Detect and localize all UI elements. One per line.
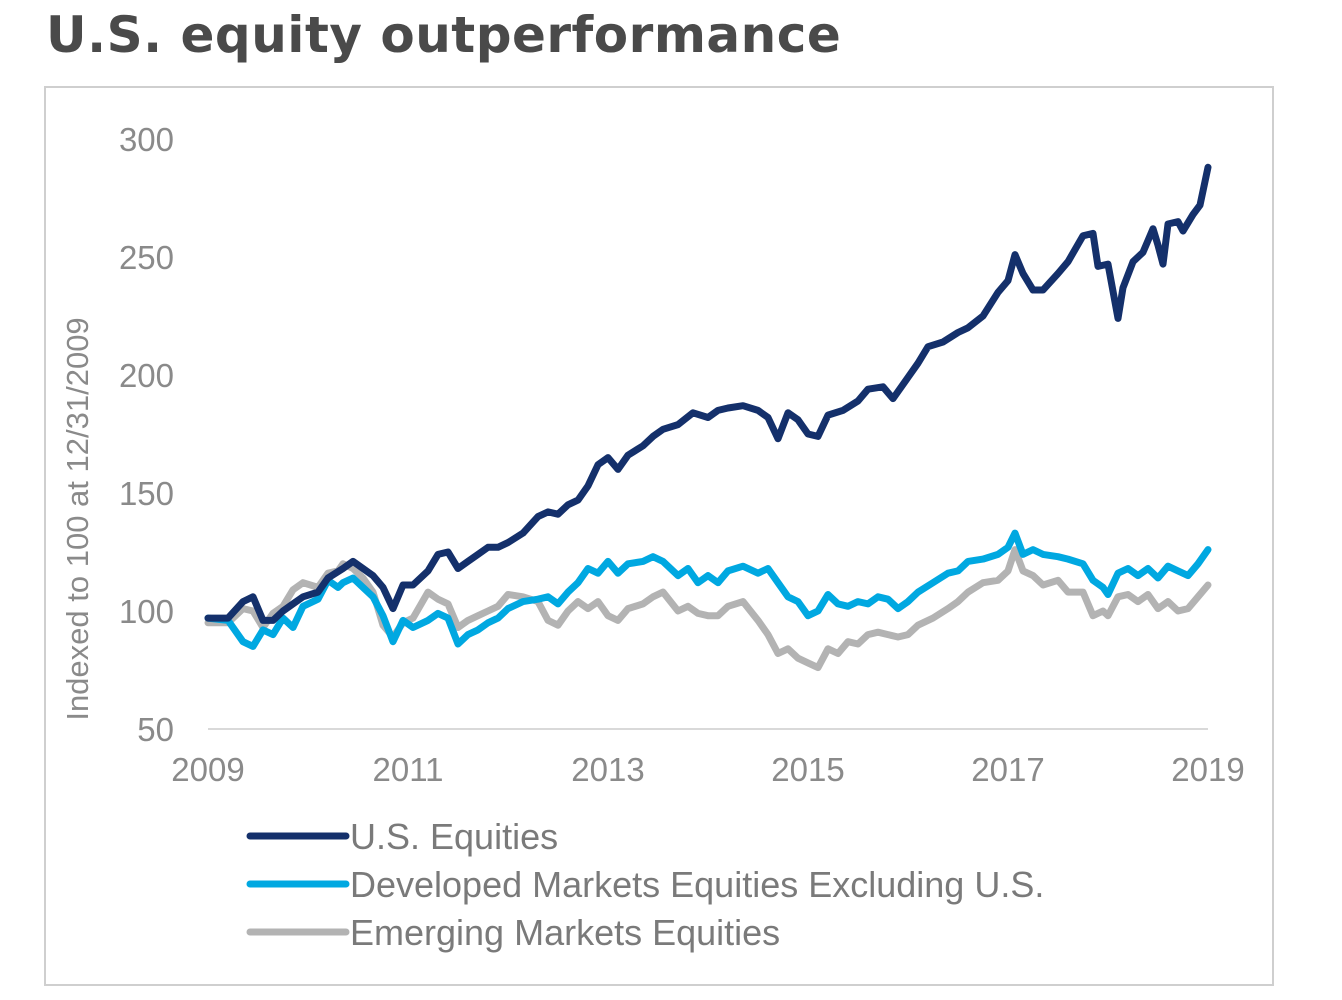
x-tick-label: 2011 xyxy=(373,751,444,788)
y-tick-label: 300 xyxy=(119,121,174,158)
x-tick-label: 2013 xyxy=(571,751,644,788)
page-title: U.S. equity outperformance xyxy=(46,6,842,64)
y-tick-label: 150 xyxy=(119,475,174,512)
line-chart: Indexed to 100 at 12/31/2009 50 100 150 200… xyxy=(60,121,1245,953)
legend-label: U.S. Equities xyxy=(350,816,558,857)
series-lines xyxy=(204,163,1212,672)
y-tick-label: 250 xyxy=(119,239,174,276)
chart-frame: Indexed to 100 at 12/31/2009 50 100 150 200… xyxy=(44,86,1274,986)
y-axis-ticks: 50 100 150 200 250 300 xyxy=(119,121,174,748)
legend-label: Developed Markets Equities Excluding U.S… xyxy=(350,864,1044,905)
legend-label: Emerging Markets Equities xyxy=(350,912,780,953)
x-tick-label: 2015 xyxy=(771,751,844,788)
legend: U.S. Equities Developed Markets Equities … xyxy=(246,816,1044,953)
x-tick-label: 2017 xyxy=(971,751,1044,788)
y-tick-label: 50 xyxy=(137,711,174,748)
x-axis-ticks: 2009 2011 2013 2015 2017 2019 xyxy=(171,751,1244,788)
series-line-1 xyxy=(204,529,1212,650)
y-axis-title-group: Indexed to 100 at 12/31/2009 xyxy=(60,317,95,720)
y-tick-label: 200 xyxy=(119,357,174,394)
x-tick-label: 2019 xyxy=(1171,751,1244,788)
y-axis-title: Indexed to 100 at 12/31/2009 xyxy=(60,317,95,720)
y-tick-label: 100 xyxy=(119,593,174,630)
x-tick-label: 2009 xyxy=(171,751,244,788)
series-line-0 xyxy=(204,163,1212,624)
